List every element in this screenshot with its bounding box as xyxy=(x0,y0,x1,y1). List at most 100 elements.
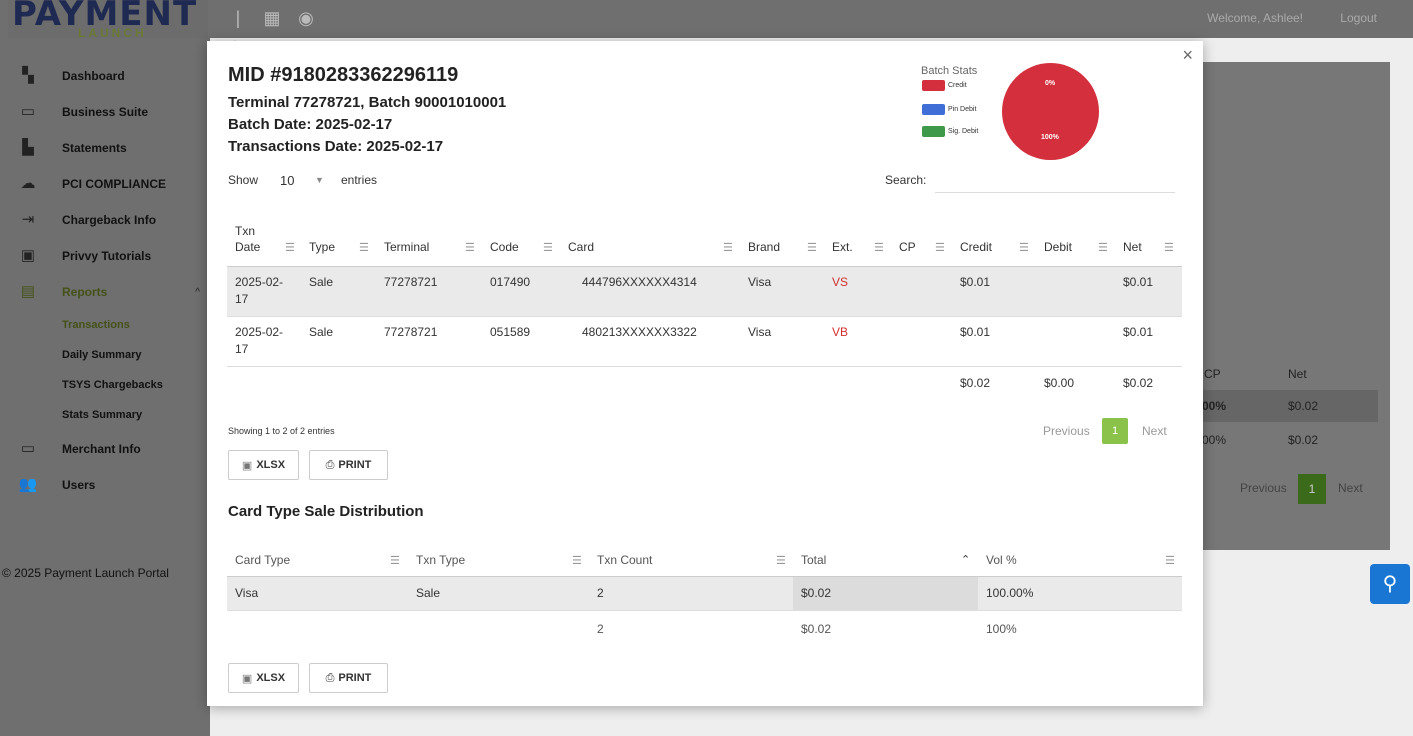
table-row[interactable]: 2025-02- 17 Sale 77278721 017490 444796X… xyxy=(227,266,1182,316)
showing-entries: Showing 1 to 2 of 2 entries xyxy=(228,426,335,436)
col-header-cp[interactable]: CP xyxy=(899,240,916,254)
col-header-txn[interactable]: Txn xyxy=(235,224,256,238)
cell-card: 480213XXXXXX3322 xyxy=(582,325,697,339)
col-header-total[interactable]: Total xyxy=(801,553,827,567)
sort-icon[interactable]: ☰ xyxy=(1098,242,1108,254)
col-header-terminal[interactable]: Terminal xyxy=(384,240,430,254)
excel-icon: ▣ xyxy=(241,459,253,472)
col-header-type[interactable]: Type xyxy=(309,240,336,254)
sort-icon[interactable]: ☰ xyxy=(776,555,786,567)
col-header-code[interactable]: Code xyxy=(490,240,519,254)
sort-icon[interactable]: ☰ xyxy=(1019,242,1029,254)
sidebar-item-merchant-info[interactable]: ▭ Merchant Info xyxy=(0,431,210,467)
legend-swatch xyxy=(922,126,945,137)
sidebar-item-label: Privvy Tutorials xyxy=(62,249,152,263)
sidebar-item-business-suite[interactable]: ▭ Business Suite xyxy=(0,94,210,130)
bg-row-pct: 00% xyxy=(1202,433,1227,447)
sort-icon[interactable]: ☰ xyxy=(807,242,817,254)
previous-button[interactable]: Previous xyxy=(1043,424,1090,438)
col-header-vol[interactable]: Vol % xyxy=(986,553,1017,567)
chevron-down-icon[interactable]: ▼ xyxy=(315,175,324,185)
background-row xyxy=(1200,390,1378,422)
pie-slice-credit[interactable] xyxy=(1002,63,1099,160)
sort-icon[interactable]: ☰ xyxy=(572,555,582,567)
close-icon[interactable]: × xyxy=(1182,45,1193,65)
legend-credit[interactable]: Credit xyxy=(922,80,967,91)
sidebar-item-label: Users xyxy=(62,478,96,492)
col-header-ext[interactable]: Ext. xyxy=(832,240,853,254)
sidebar-item-dashboard[interactable]: ▚ Dashboard xyxy=(0,58,210,94)
print-button[interactable]: ⎙ PRINT xyxy=(309,663,388,693)
xlsx-button[interactable]: ▣ XLSX xyxy=(228,663,299,693)
xlsx-button[interactable]: ▣ XLSX xyxy=(228,450,299,480)
sort-asc-icon[interactable]: ⌃ xyxy=(961,554,971,566)
sidebar-item-chargeback-info[interactable]: ⇥ Chargeback Info xyxy=(0,202,210,238)
sort-icon[interactable]: ☰ xyxy=(285,242,295,254)
col-header-card[interactable]: Card xyxy=(568,240,595,254)
legend-pin-debit[interactable]: Pin Debit xyxy=(922,104,976,115)
sidebar-item-label: Business Suite xyxy=(62,105,149,119)
col-header-credit[interactable]: Credit xyxy=(960,240,993,254)
cell-card: 444796XXXXXX4314 xyxy=(582,275,697,289)
logo[interactable]: PAYMENT LAUNCH xyxy=(8,0,208,44)
cell-ext: VB xyxy=(832,325,849,339)
sort-icon[interactable]: ☰ xyxy=(359,242,369,254)
next-button[interactable]: Next xyxy=(1142,424,1167,438)
print-button[interactable]: ⎙ PRINT xyxy=(309,450,388,480)
total-vol: 100% xyxy=(986,622,1017,636)
entries-label: entries xyxy=(341,173,378,187)
print-label: PRINT xyxy=(338,459,372,471)
sort-icon[interactable]: ☰ xyxy=(723,242,733,254)
sidebar-item-statements[interactable]: ▙ Statements xyxy=(0,130,210,166)
bg-next: Next xyxy=(1338,481,1363,495)
cell-date: 17 xyxy=(235,342,249,356)
total-amount: $0.02 xyxy=(801,622,832,636)
bg-row-net: $0.02 xyxy=(1288,433,1319,447)
refresh-icon[interactable]: ◉ xyxy=(298,8,314,28)
top-icons: |← ▦ ◉ xyxy=(228,8,316,50)
sidebar-subitem-daily-summary[interactable]: Daily Summary xyxy=(62,349,142,361)
sort-icon[interactable]: ☰ xyxy=(1164,242,1174,254)
cell-code: 017490 xyxy=(490,275,531,289)
grid-icon[interactable]: ▦ xyxy=(263,8,281,28)
col-header-brand[interactable]: Brand xyxy=(748,240,781,254)
cell-terminal: 77278721 xyxy=(384,325,438,339)
sort-icon[interactable]: ☰ xyxy=(874,242,884,254)
sort-icon[interactable]: ☰ xyxy=(543,242,553,254)
logo-main-text: PAYMENT xyxy=(12,0,198,34)
sidebar-item-pci-compliance[interactable]: ☁ PCI COMPLIANCE xyxy=(0,166,210,202)
video-icon: ▣ xyxy=(20,247,36,264)
sidebar-item-privvy-tutorials[interactable]: ▣ Privvy Tutorials xyxy=(0,238,210,274)
table-row[interactable]: 2025-02- 17 Sale 77278721 051589 480213X… xyxy=(227,316,1182,366)
search-input[interactable] xyxy=(935,171,1175,193)
col-header-txn-count[interactable]: Txn Count xyxy=(597,553,653,567)
col-header-net[interactable]: Net xyxy=(1123,240,1142,254)
table-row[interactable]: Visa Sale 2 $0.02 100.00% xyxy=(227,576,1182,610)
total-credit: $0.02 xyxy=(960,376,991,390)
batch-stats-pie[interactable] xyxy=(1002,63,1099,160)
sort-icon[interactable]: ☰ xyxy=(390,555,400,567)
sidebar-item-reports[interactable]: ▤ Reports ^ xyxy=(0,274,210,310)
logout-link[interactable]: Logout xyxy=(1340,11,1377,25)
xlsx-label: XLSX xyxy=(256,459,286,471)
entries-select[interactable]: 10 xyxy=(280,173,295,188)
sort-icon[interactable]: ☰ xyxy=(1165,555,1175,567)
col-header-date[interactable]: Date xyxy=(235,240,261,254)
sidebar-subitem-transactions[interactable]: Transactions xyxy=(62,319,130,331)
sort-icon[interactable]: ☰ xyxy=(465,242,475,254)
sidebar-subitem-stats-summary[interactable]: Stats Summary xyxy=(62,409,143,421)
col-header-debit[interactable]: Debit xyxy=(1044,240,1073,254)
cell-type: Sale xyxy=(309,325,334,339)
help-search-button[interactable]: ⚲ xyxy=(1370,564,1410,604)
sort-icon[interactable]: ☰ xyxy=(935,242,945,254)
print-icon: ⎙ xyxy=(325,458,335,471)
sidebar-subitem-tsys-chargebacks[interactable]: TSYS Chargebacks xyxy=(62,379,163,391)
search-help-icon: ⚲ xyxy=(1382,573,1398,595)
cell-date: 2025-02- xyxy=(235,275,284,289)
sidebar-item-users[interactable]: 👥 Users xyxy=(0,467,210,503)
legend-sig-debit[interactable]: Sig. Debit xyxy=(922,126,978,137)
col-header-card-type[interactable]: Card Type xyxy=(235,553,291,567)
cell-card-type: Visa xyxy=(235,586,259,600)
col-header-txn-type[interactable]: Txn Type xyxy=(416,553,466,567)
page-button[interactable]: 1 xyxy=(1102,418,1128,444)
